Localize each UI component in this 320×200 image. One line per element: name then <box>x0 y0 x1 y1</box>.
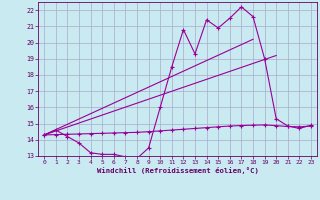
X-axis label: Windchill (Refroidissement éolien,°C): Windchill (Refroidissement éolien,°C) <box>97 167 259 174</box>
